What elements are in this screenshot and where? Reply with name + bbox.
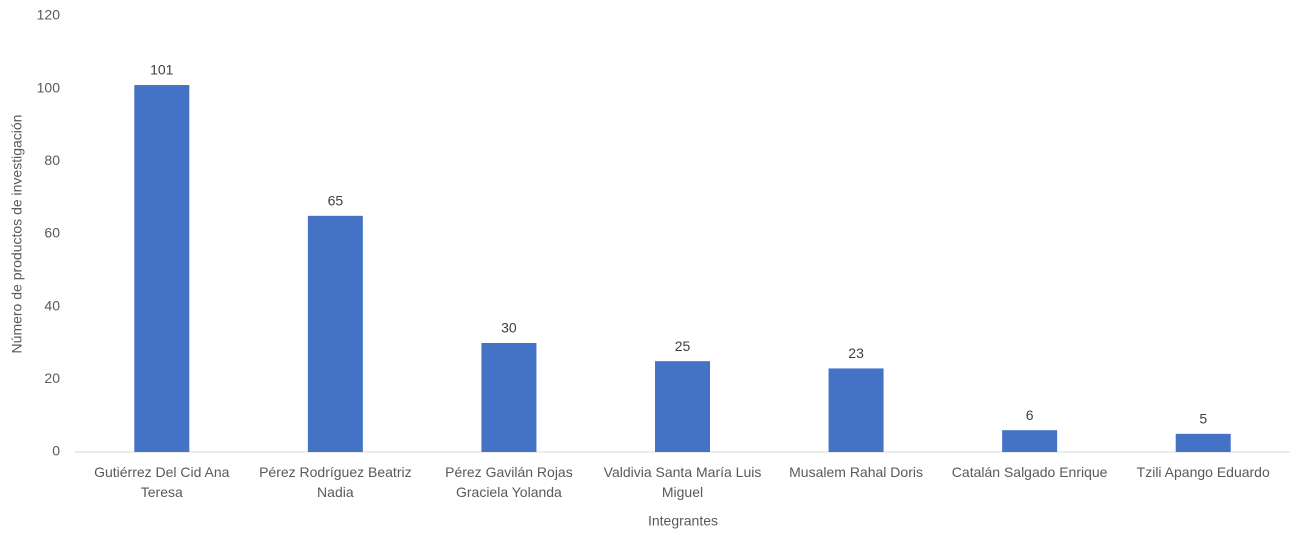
data-label: 5	[1199, 411, 1207, 427]
x-tick-label: Gutiérrez Del Cid Ana Teresa	[94, 464, 230, 500]
y-tick-label: 100	[37, 79, 61, 95]
x-tick-label: Tzili Apango Eduardo	[1136, 464, 1270, 480]
bar	[828, 368, 884, 452]
x-axis-title: Integrantes	[648, 513, 718, 529]
bar	[134, 85, 190, 453]
y-tick-label: 80	[44, 152, 60, 168]
data-label: 23	[848, 345, 864, 361]
y-tick-label: 60	[44, 225, 60, 241]
x-tick-label: Pérez Rodríguez Beatriz Nadia	[259, 464, 412, 500]
data-label: 30	[501, 320, 517, 336]
y-axis-title: Número de productos de investigación	[9, 115, 25, 354]
bar	[481, 343, 537, 452]
data-label: 65	[328, 193, 344, 209]
x-tick-label: Catalán Salgado Enrique	[951, 464, 1108, 480]
data-label: 25	[675, 338, 691, 354]
bar	[1002, 430, 1058, 452]
y-tick-label: 20	[44, 370, 60, 386]
x-tick-label: Valdivia Santa María Luis Miguel	[603, 464, 762, 500]
y-tick-label: 0	[52, 443, 60, 459]
bar	[1175, 433, 1231, 452]
y-tick-label: 120	[37, 7, 61, 23]
x-tick-label: Pérez Gavilán Rojas Graciela Yolanda	[445, 464, 573, 500]
data-label: 101	[150, 62, 174, 78]
data-label: 6	[1026, 407, 1034, 423]
y-tick-label: 40	[44, 297, 60, 313]
bar	[655, 361, 710, 452]
bar	[307, 215, 363, 452]
x-tick-label: Musalem Rahal Doris	[789, 464, 923, 480]
